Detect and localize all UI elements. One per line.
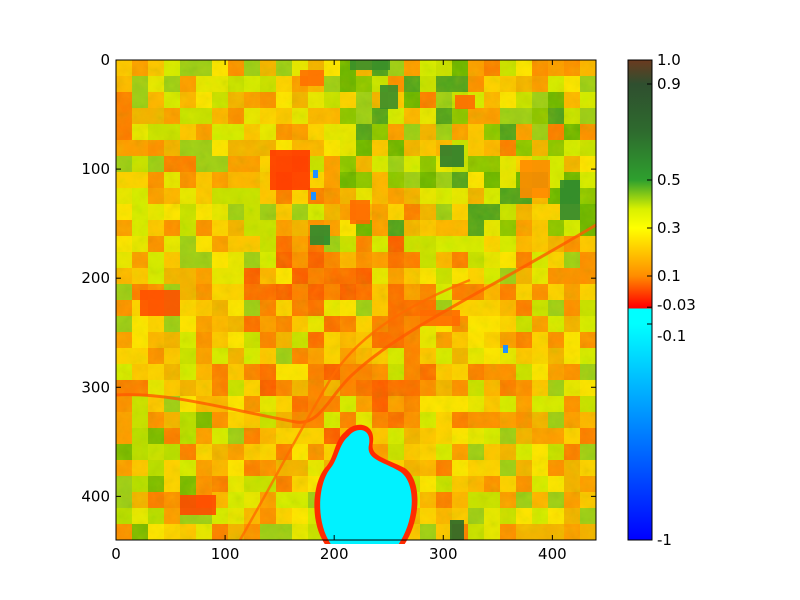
x-tick-label: 400 — [538, 545, 567, 563]
x-axis: 0 100 200 300 400 — [111, 60, 567, 563]
x-tick-label: 300 — [429, 545, 458, 563]
y-tick-label: 400 — [81, 487, 110, 505]
colorbar-tick-label: 1.0 — [657, 51, 681, 69]
colorbar — [627, 59, 653, 541]
colorbar-tick-label: 0.3 — [657, 219, 681, 237]
y-tick-label: 200 — [81, 269, 110, 287]
heatmap-image — [115, 60, 597, 544]
colorbar-tick-label: 0.1 — [657, 267, 681, 285]
plot-frame — [115, 59, 597, 541]
colorbar-tick-label: 0.5 — [657, 171, 681, 189]
x-tick-label: 100 — [211, 545, 240, 563]
y-tick-label: 0 — [100, 51, 110, 69]
x-tick-label: 200 — [320, 545, 349, 563]
colorbar-tick-label: -0.1 — [657, 327, 686, 345]
colorbar-axis: 1.0 0.9 0.5 0.3 0.1 -0.03 -0.1 -1 — [647, 51, 696, 549]
colorbar-tick-label: -0.03 — [657, 296, 696, 314]
colorbar-tick-label: 0.9 — [657, 75, 681, 93]
colorbar-tick-label: -1 — [657, 531, 672, 549]
y-tick-label: 100 — [81, 160, 110, 178]
y-tick-label: 300 — [81, 378, 110, 396]
y-axis: 0 100 200 300 400 — [81, 51, 596, 505]
x-tick-label: 0 — [111, 545, 121, 563]
